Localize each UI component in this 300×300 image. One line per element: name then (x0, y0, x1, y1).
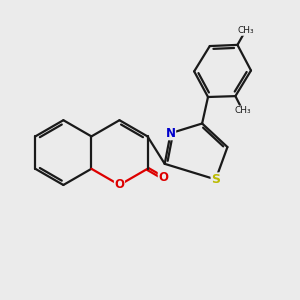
Text: S: S (211, 173, 220, 186)
Text: CH₃: CH₃ (234, 106, 251, 115)
Text: O: O (158, 171, 168, 184)
Text: O: O (115, 178, 124, 191)
Text: CH₃: CH₃ (237, 26, 254, 35)
Text: N: N (166, 127, 176, 140)
